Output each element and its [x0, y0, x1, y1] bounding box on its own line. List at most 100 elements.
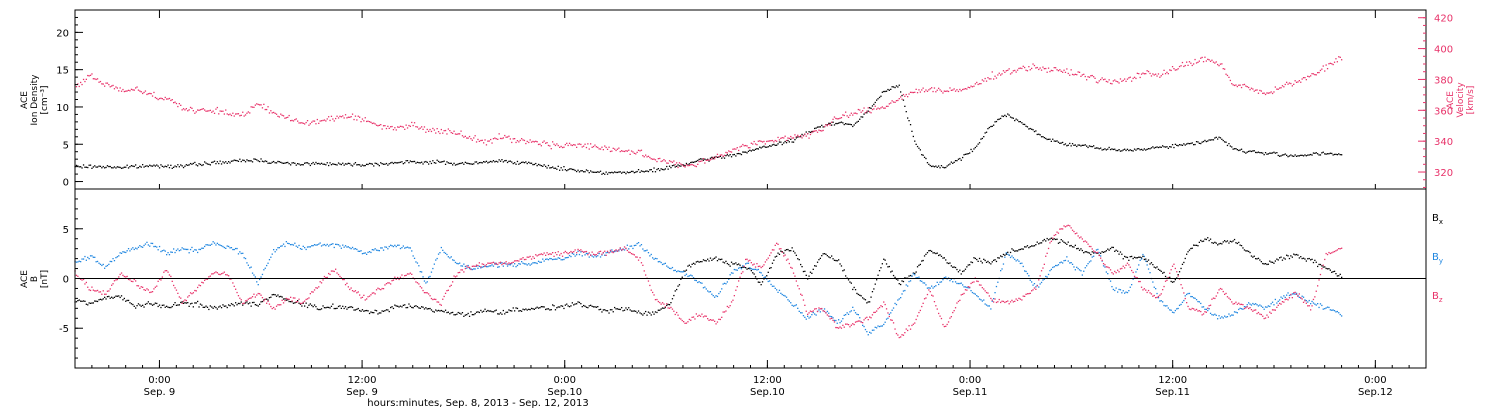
data-point	[1262, 152, 1264, 154]
data-point	[263, 269, 265, 271]
data-point	[857, 108, 859, 111]
data-point	[516, 264, 519, 267]
data-point	[857, 120, 859, 122]
data-point	[838, 327, 840, 329]
data-point	[1224, 315, 1226, 317]
data-point	[392, 162, 395, 165]
data-point	[301, 164, 303, 166]
data-point	[192, 250, 194, 252]
data-point	[318, 286, 320, 288]
data-point	[1305, 155, 1307, 157]
data-point	[181, 165, 183, 167]
data-point	[895, 85, 898, 87]
data-point	[361, 253, 364, 255]
data-point	[433, 162, 435, 164]
data-point	[446, 253, 448, 256]
data-point	[840, 327, 843, 329]
data-point	[1101, 77, 1103, 79]
data-point	[1033, 130, 1036, 133]
data-point	[232, 248, 234, 251]
data-point	[684, 322, 686, 324]
data-point	[156, 302, 158, 305]
data-point	[704, 315, 706, 317]
data-point	[356, 119, 358, 121]
data-point	[237, 160, 240, 162]
data-point	[277, 304, 279, 306]
data-point	[663, 159, 665, 161]
data-point	[1295, 81, 1298, 83]
data-point	[1090, 260, 1092, 262]
data-point	[261, 107, 264, 109]
data-point	[535, 262, 537, 264]
data-point	[911, 130, 913, 132]
data-point	[612, 311, 614, 313]
data-point	[323, 119, 326, 121]
data-point	[225, 274, 227, 276]
data-point	[831, 255, 833, 257]
data-point	[101, 167, 103, 169]
data-point	[998, 298, 1000, 301]
data-point	[1255, 151, 1257, 154]
data-point	[402, 245, 404, 247]
data-point	[953, 266, 955, 268]
data-point	[683, 271, 685, 273]
data-point	[1186, 61, 1188, 63]
data-point	[1139, 149, 1141, 151]
data-point	[271, 161, 273, 163]
data-point	[616, 308, 619, 310]
data-point	[315, 287, 317, 289]
data-point	[1315, 290, 1317, 292]
data-point	[442, 310, 444, 312]
data-point	[540, 165, 542, 167]
data-point	[211, 111, 213, 113]
data-point	[87, 74, 89, 77]
data-point	[306, 246, 309, 248]
data-point	[822, 126, 824, 128]
data-point	[1304, 299, 1306, 301]
data-point	[1057, 70, 1060, 72]
data-point	[464, 161, 466, 163]
data-point	[437, 301, 440, 303]
data-point	[1142, 255, 1144, 257]
data-point	[1200, 310, 1202, 313]
data-point	[1190, 62, 1192, 64]
data-point	[1232, 148, 1234, 150]
data-point	[642, 264, 644, 266]
data-point	[1128, 290, 1130, 292]
data-point	[842, 324, 844, 326]
data-point	[399, 125, 402, 127]
data-point	[357, 307, 359, 310]
data-point	[654, 257, 657, 260]
data-point	[709, 319, 712, 321]
data-point	[1264, 263, 1267, 265]
data-point	[187, 110, 189, 112]
data-point	[878, 325, 881, 328]
data-point	[629, 251, 631, 254]
data-point	[278, 161, 280, 163]
data-point	[769, 140, 771, 142]
data-point	[297, 163, 299, 165]
data-point	[1019, 262, 1021, 265]
data-point	[563, 252, 565, 254]
data-point	[226, 113, 228, 115]
data-point	[826, 125, 828, 127]
data-point	[1183, 65, 1185, 68]
data-point	[92, 78, 94, 80]
data-point	[373, 165, 375, 167]
data-point	[398, 161, 400, 164]
data-point	[647, 280, 650, 282]
data-point	[1024, 66, 1026, 69]
data-point	[1108, 278, 1110, 280]
data-point	[85, 166, 87, 168]
data-point	[1329, 152, 1331, 154]
data-point	[1050, 237, 1052, 239]
data-point	[911, 324, 913, 327]
data-point	[1314, 303, 1316, 305]
data-point	[313, 244, 316, 246]
data-point	[77, 83, 79, 85]
data-point	[1233, 311, 1236, 313]
data-point	[80, 81, 82, 84]
data-point	[291, 300, 293, 302]
data-point	[171, 305, 173, 308]
data-point	[175, 249, 178, 252]
